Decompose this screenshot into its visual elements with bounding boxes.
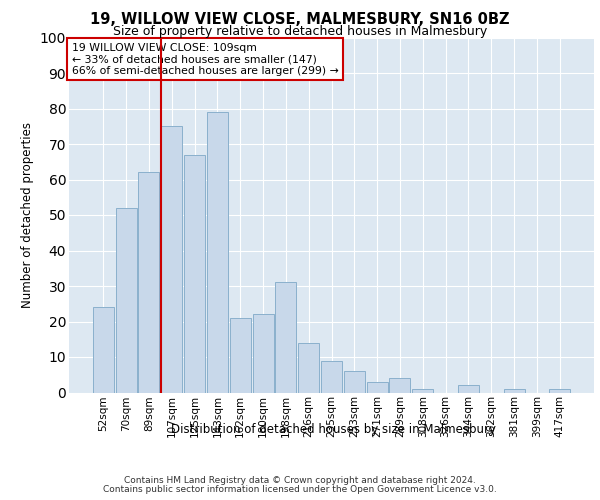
- Text: Contains public sector information licensed under the Open Government Licence v3: Contains public sector information licen…: [103, 484, 497, 494]
- Text: Distribution of detached houses by size in Malmesbury: Distribution of detached houses by size …: [170, 422, 496, 436]
- Bar: [458, 386, 479, 392]
- Bar: [389, 378, 410, 392]
- Bar: [161, 126, 182, 392]
- Bar: [116, 208, 137, 392]
- Bar: [344, 371, 365, 392]
- Bar: [139, 172, 160, 392]
- Bar: [230, 318, 251, 392]
- Y-axis label: Number of detached properties: Number of detached properties: [21, 122, 34, 308]
- Bar: [184, 154, 205, 392]
- Bar: [503, 389, 524, 392]
- Text: Contains HM Land Registry data © Crown copyright and database right 2024.: Contains HM Land Registry data © Crown c…: [124, 476, 476, 485]
- Text: Size of property relative to detached houses in Malmesbury: Size of property relative to detached ho…: [113, 25, 487, 38]
- Text: 19 WILLOW VIEW CLOSE: 109sqm
← 33% of detached houses are smaller (147)
66% of s: 19 WILLOW VIEW CLOSE: 109sqm ← 33% of de…: [71, 43, 338, 76]
- Bar: [93, 308, 114, 392]
- Bar: [298, 343, 319, 392]
- Bar: [207, 112, 228, 392]
- Bar: [412, 389, 433, 392]
- Bar: [367, 382, 388, 392]
- Bar: [321, 360, 342, 392]
- Bar: [275, 282, 296, 393]
- Bar: [253, 314, 274, 392]
- Text: 19, WILLOW VIEW CLOSE, MALMESBURY, SN16 0BZ: 19, WILLOW VIEW CLOSE, MALMESBURY, SN16 …: [90, 12, 510, 28]
- Bar: [549, 389, 570, 392]
